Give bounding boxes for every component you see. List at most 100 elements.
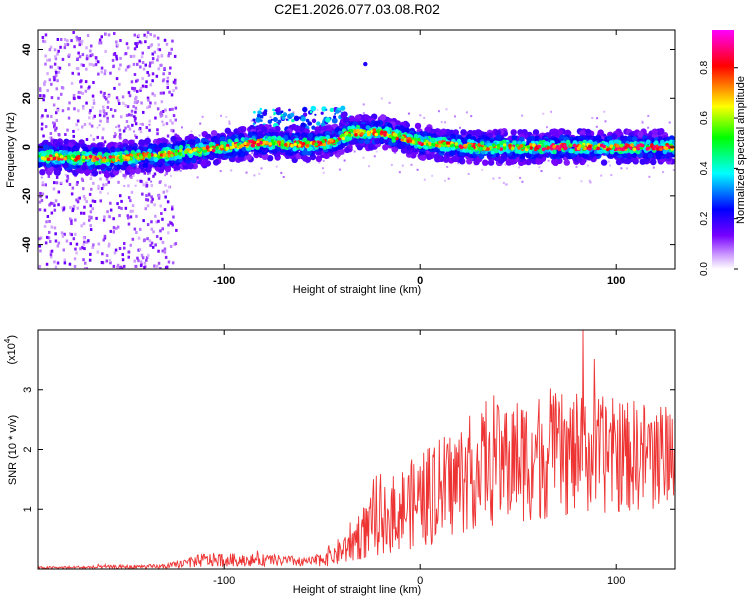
heatmap-noise-cell [68, 63, 71, 67]
heatmap-cell [210, 130, 218, 137]
heatmap-noise-cell [142, 239, 146, 243]
heatmap-noise-cell [49, 240, 52, 243]
heatmap-noise-cell [362, 156, 365, 159]
heatmap-noise-cell [157, 249, 160, 253]
heatmap-cell [424, 145, 429, 150]
heatmap-noise-cell [196, 176, 199, 179]
heatmap-cell [305, 118, 310, 123]
heatmap-noise-cell [41, 181, 45, 185]
heatmap-noise-cell [41, 36, 45, 39]
heatmap-noise-cell [139, 65, 142, 69]
heatmap-noise-cell [138, 59, 141, 63]
heatmap-cell [519, 153, 526, 160]
heatmap-cell [511, 135, 518, 141]
heatmap-noise-cell [90, 63, 93, 66]
heatmap-noise-cell [46, 235, 49, 239]
heatmap-noise-cell [558, 177, 561, 180]
heatmap-cell [440, 145, 445, 151]
heatmap-noise-cell [46, 114, 49, 118]
heatmap-noise-cell [119, 63, 122, 67]
heatmap-noise-cell [139, 264, 143, 268]
heatmap-cell [331, 117, 338, 124]
heatmap-noise-cell [61, 234, 65, 238]
heatmap-noise-cell [172, 80, 176, 84]
heatmap-noise-cell [170, 128, 173, 132]
heatmap-noise-cell [130, 175, 133, 179]
heatmap-noise-cell [115, 227, 118, 230]
heatmap-cell [552, 128, 559, 136]
heatmap-noise-cell [148, 64, 152, 68]
heatmap-noise-cell [492, 177, 495, 180]
heatmap-noise-cell [134, 122, 138, 126]
heatmap-noise-cell [151, 92, 154, 96]
heatmap-noise-cell [172, 215, 175, 219]
heatmap-noise-cell [45, 262, 49, 266]
heatmap-cell [96, 142, 103, 149]
heatmap-cell [425, 153, 433, 160]
heatmap-noise-cell [156, 107, 160, 111]
heatmap-noise-cell [127, 184, 130, 188]
heatmap-noise-cell [136, 41, 139, 45]
heatmap-noise-cell [158, 48, 162, 52]
heatmap-noise-cell [53, 48, 57, 52]
heatmap-cell [597, 129, 604, 136]
heatmap-noise-cell [375, 150, 378, 153]
heatmap-noise-cell [322, 171, 325, 174]
heatmap-cell [281, 116, 286, 120]
heatmap-noise-cell [380, 97, 383, 100]
heatmap-cell [466, 134, 472, 140]
heatmap-noise-cell [141, 84, 145, 88]
heatmap-noise-cell [76, 119, 80, 123]
heatmap-noise-cell [457, 162, 460, 165]
heatmap-noise-cell [123, 264, 126, 268]
heatmap-noise-cell [48, 219, 51, 223]
heatmap-noise-cell [107, 33, 111, 37]
heatmap-noise-cell [76, 57, 79, 61]
heatmap-noise-cell [40, 116, 43, 120]
heatmap-noise-cell [89, 54, 92, 58]
heatmap-noise-cell [102, 109, 105, 113]
heatmap-noise-cell [89, 204, 92, 208]
heatmap-cell [552, 149, 557, 155]
heatmap-cell [277, 119, 282, 124]
heatmap-noise-cell [56, 52, 59, 56]
heatmap-noise-cell [118, 82, 121, 86]
heatmap-noise-cell [141, 256, 145, 260]
heatmap-noise-cell [362, 103, 365, 106]
heatmap-cell [639, 158, 646, 165]
heatmap-noise-cell [444, 121, 447, 124]
heatmap-noise-cell [116, 225, 120, 229]
heatmap-noise-cell [48, 78, 52, 82]
heatmap-noise-cell [153, 264, 156, 268]
heatmap-noise-cell [90, 134, 92, 137]
heatmap-noise-cell [38, 87, 42, 91]
heatmap-noise-cell [154, 116, 157, 120]
heatmap-noise-cell [140, 253, 144, 257]
heatmap-noise-cell [70, 192, 74, 196]
heatmap-cell [120, 164, 127, 171]
heatmap-noise-cell [610, 174, 613, 177]
heatmap-cell [187, 163, 194, 170]
heatmap-noise-cell [398, 171, 401, 174]
heatmap-noise-cell [138, 40, 142, 44]
heatmap-noise-cell [390, 163, 393, 166]
heatmap-cell [348, 115, 355, 122]
heatmap-noise-cell [148, 105, 151, 109]
heatmap-noise-cell [127, 113, 131, 117]
heatmap-noise-cell [155, 220, 158, 224]
heatmap-noise-cell [75, 35, 78, 39]
heatmap-noise-cell [99, 109, 102, 113]
heatmap-noise-cell [57, 70, 61, 74]
heatmap-noise-cell [161, 79, 165, 83]
heatmap-noise-cell [56, 261, 60, 265]
heatmap-noise-cell [46, 215, 50, 218]
heatmap-noise-cell [92, 98, 96, 102]
heatmap-noise-cell [318, 161, 321, 164]
heatmap-noise-cell [38, 237, 41, 241]
heatmap-noise-cell [151, 79, 154, 83]
heatmap-noise-cell [89, 252, 92, 256]
heatmap-cell [494, 129, 502, 137]
heatmap-cell [480, 141, 485, 146]
heatmap-noise-cell [53, 203, 56, 207]
heatmap-noise-cell [168, 108, 172, 112]
